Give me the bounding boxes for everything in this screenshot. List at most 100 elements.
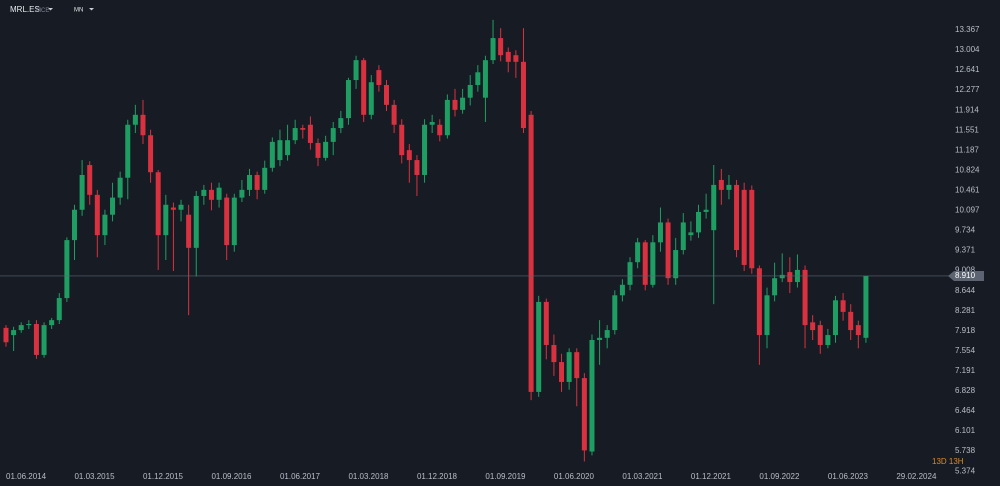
candle-body <box>414 160 420 175</box>
candle-body <box>148 135 154 173</box>
candle-body <box>41 325 47 355</box>
y-tick-label: 8.281 <box>955 306 976 315</box>
candle-body <box>155 172 161 236</box>
candle-body <box>832 300 838 336</box>
candle-body <box>102 214 108 236</box>
candle-body <box>406 150 412 161</box>
dropdown-arrow[interactable] <box>48 8 53 11</box>
candle-body <box>193 195 199 248</box>
candle-body <box>840 300 846 312</box>
y-tick-label: 7.554 <box>955 346 976 355</box>
y-tick-label: 10.824 <box>955 165 980 174</box>
candle-body <box>802 269 808 326</box>
y-tick-label: 7.918 <box>955 326 976 335</box>
candle-body <box>132 114 138 125</box>
candle-body <box>170 207 176 210</box>
candle-body <box>422 124 428 175</box>
candle-body <box>551 344 557 363</box>
candle-body <box>741 189 747 265</box>
candle-body <box>696 211 702 233</box>
y-tick-label: 12.277 <box>955 85 980 94</box>
x-tick-label: 01.06.2017 <box>280 472 321 481</box>
timeframe[interactable]: MN <box>74 8 83 14</box>
candle-body <box>208 189 214 200</box>
candle-body <box>520 61 526 129</box>
y-tick-label: 9.371 <box>955 246 976 255</box>
candle-body <box>3 327 9 343</box>
y-tick-label: 6.464 <box>955 406 976 415</box>
x-tick-label: 01.12.2021 <box>691 472 732 481</box>
price-tag <box>948 270 984 281</box>
x-tick-label: 01.12.2015 <box>143 472 184 481</box>
candle-body <box>216 187 222 200</box>
candle-body <box>368 82 374 115</box>
candle-body <box>117 177 123 198</box>
candle-body <box>673 250 679 279</box>
dropdown-arrow[interactable] <box>89 8 94 11</box>
candle-body <box>94 194 100 236</box>
candle-body <box>581 378 587 451</box>
x-tick-label: 01.06.2023 <box>828 472 869 481</box>
candle-body <box>543 301 549 345</box>
candle-body <box>498 38 504 56</box>
candle-body <box>71 209 77 241</box>
candle-body <box>330 128 336 142</box>
candle-body <box>376 70 382 86</box>
symbol[interactable]: MRL.ES <box>10 5 40 14</box>
y-tick-label: 7.191 <box>955 366 976 375</box>
candle-body <box>140 114 146 136</box>
candle-body <box>528 114 534 392</box>
candle-body <box>657 222 663 243</box>
candle-body <box>87 165 93 195</box>
candle-body <box>726 184 732 190</box>
candle-body <box>848 311 854 331</box>
candle-body <box>79 174 85 210</box>
x-tick-label: 01.06.2014 <box>6 472 47 481</box>
candle-body <box>444 99 450 136</box>
candle-body <box>817 325 823 345</box>
candle-body <box>64 240 70 299</box>
candle-body <box>779 274 785 279</box>
candle-body <box>391 104 397 125</box>
candle-body <box>452 99 458 110</box>
candle-body <box>718 179 724 190</box>
candle-body <box>536 301 542 392</box>
y-tick-label: 9.008 <box>955 266 976 275</box>
y-tick-label: 6.828 <box>955 386 976 395</box>
exchange: MCE <box>36 8 49 14</box>
candle-body <box>186 214 192 248</box>
candle-body <box>734 184 740 251</box>
candle-body <box>855 325 861 336</box>
candle-body <box>604 330 610 338</box>
candle-body <box>125 124 131 178</box>
candle-body <box>711 184 717 231</box>
y-tick-label: 6.101 <box>955 426 976 435</box>
candle-body <box>315 142 321 158</box>
candle-body <box>703 209 709 212</box>
candle-body <box>231 197 237 246</box>
candle-body <box>254 174 260 190</box>
candle-body <box>460 97 466 110</box>
candle-body <box>863 275 869 338</box>
candle-body <box>26 324 32 326</box>
candle-body <box>338 118 344 129</box>
candle-body <box>566 352 572 382</box>
x-tick-label: 01.12.2018 <box>417 472 458 481</box>
y-tick-label: 10.097 <box>955 206 980 215</box>
candle-body <box>635 242 641 263</box>
candle-body <box>559 362 565 382</box>
candle-body <box>178 204 184 210</box>
candle-body <box>505 51 511 62</box>
candle-body <box>665 222 671 279</box>
candle-body <box>437 124 443 136</box>
candle-body <box>650 242 656 285</box>
candle-body <box>292 128 298 141</box>
candle-body <box>574 352 580 379</box>
candle-body <box>688 232 694 236</box>
y-tick-label: 9.734 <box>955 226 976 235</box>
candle-body <box>467 85 473 98</box>
candle-body <box>772 278 778 296</box>
x-tick-label: 01.09.2016 <box>211 472 252 481</box>
